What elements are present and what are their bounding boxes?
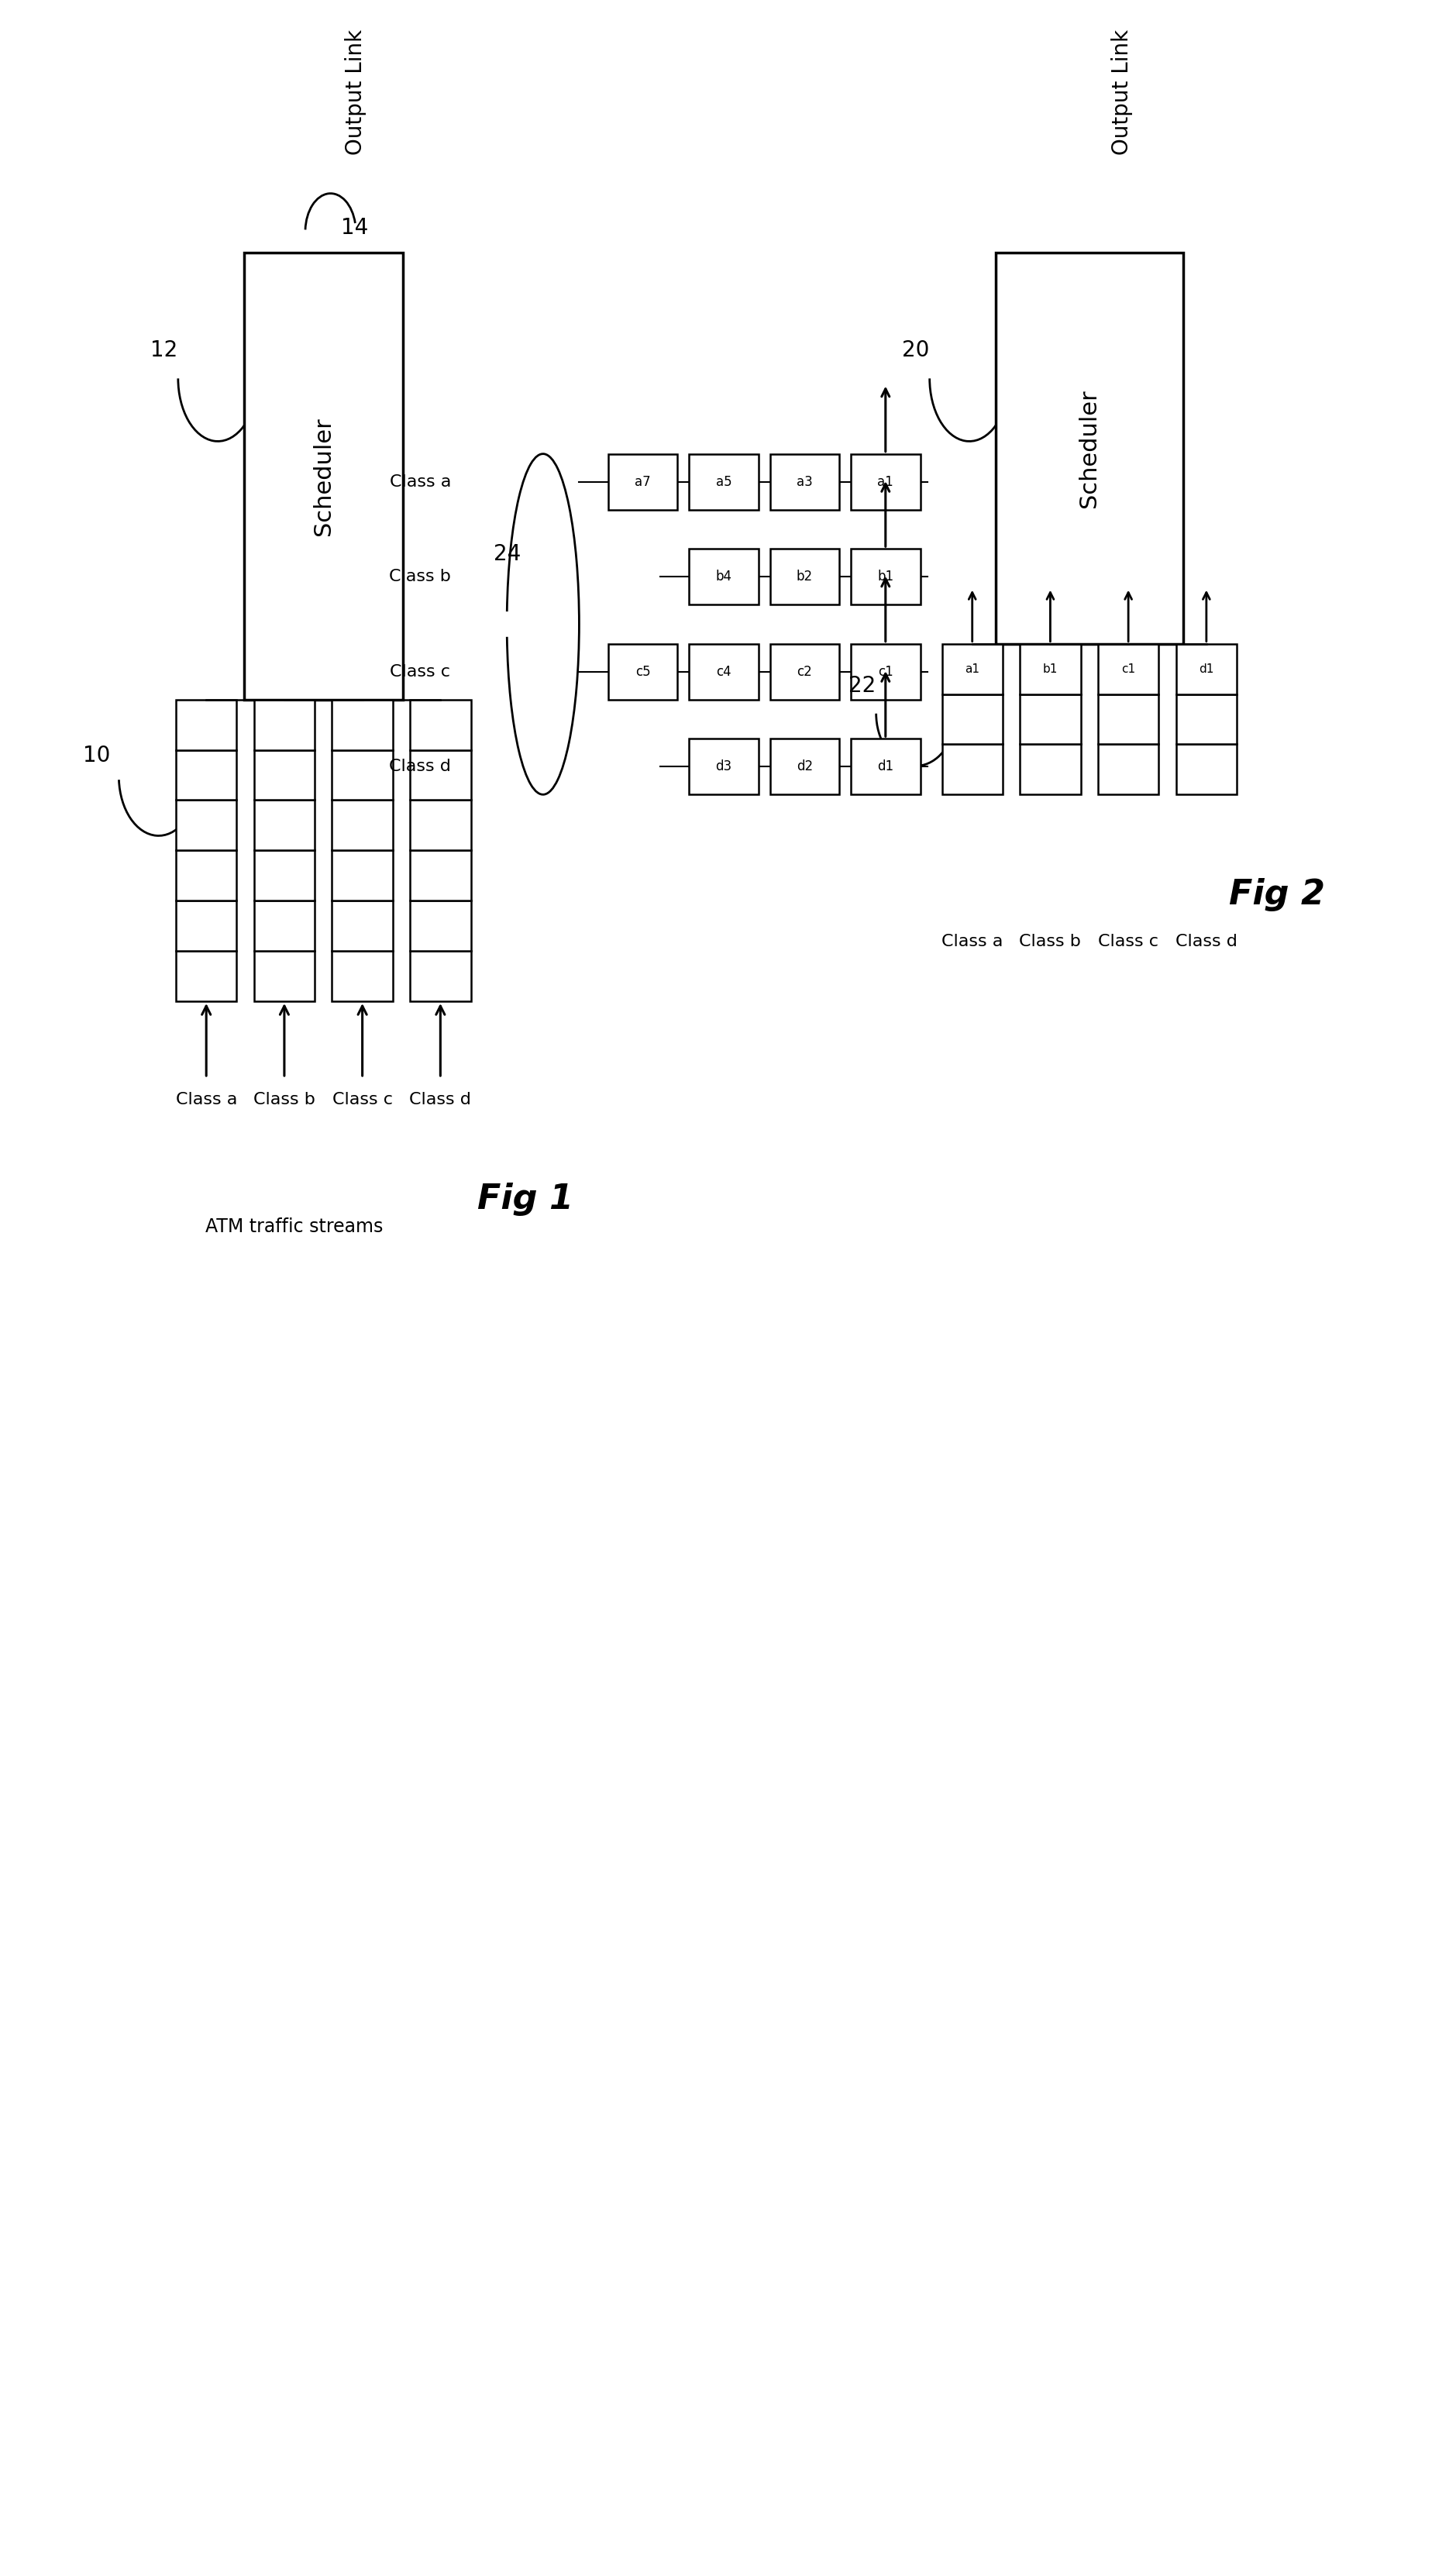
Bar xyxy=(1176,643,1236,694)
Text: c2: c2 xyxy=(796,664,812,679)
Bar xyxy=(243,254,403,699)
Bar xyxy=(1021,643,1080,694)
Text: Class a: Class a xyxy=(176,1091,237,1107)
Bar xyxy=(253,902,314,951)
Text: Class b: Class b xyxy=(1019,935,1082,951)
Text: a7: a7 xyxy=(635,474,651,489)
Bar xyxy=(850,453,920,510)
Text: Scheduler: Scheduler xyxy=(1077,389,1101,507)
Bar xyxy=(609,453,677,510)
Bar xyxy=(942,746,1003,794)
Text: Class b: Class b xyxy=(253,1091,316,1107)
Text: c1: c1 xyxy=(878,664,893,679)
Text: a3: a3 xyxy=(796,474,812,489)
Bar xyxy=(1021,694,1080,746)
Text: Class c: Class c xyxy=(332,1091,393,1107)
Text: 22: 22 xyxy=(849,674,877,697)
Bar xyxy=(253,951,314,1002)
Bar xyxy=(1098,643,1159,694)
Text: Fig 2: Fig 2 xyxy=(1229,879,1325,912)
Text: 14: 14 xyxy=(341,218,368,238)
Text: Class a: Class a xyxy=(942,935,1003,951)
Text: d1: d1 xyxy=(1198,664,1214,674)
Bar xyxy=(176,699,237,751)
Bar xyxy=(1176,694,1236,746)
Bar xyxy=(1098,746,1159,794)
Bar xyxy=(176,751,237,799)
Text: c5: c5 xyxy=(635,664,651,679)
Text: Output Link: Output Link xyxy=(1111,28,1133,156)
Text: Class a: Class a xyxy=(389,474,451,489)
Text: b2: b2 xyxy=(796,569,812,584)
Bar xyxy=(996,254,1184,643)
Bar xyxy=(1021,746,1080,794)
Text: b1: b1 xyxy=(878,569,894,584)
Text: Output Link: Output Link xyxy=(345,28,367,156)
Text: 20: 20 xyxy=(903,341,929,361)
Bar xyxy=(770,738,839,794)
Bar xyxy=(609,643,677,699)
Bar xyxy=(770,453,839,510)
Bar xyxy=(770,548,839,605)
Bar xyxy=(850,738,920,794)
Text: Class d: Class d xyxy=(389,758,451,774)
Bar xyxy=(411,951,470,1002)
Text: 10: 10 xyxy=(83,746,111,766)
Text: Class d: Class d xyxy=(409,1091,472,1107)
Bar xyxy=(332,951,393,1002)
Text: Fig 1: Fig 1 xyxy=(478,1184,574,1217)
Bar xyxy=(332,751,393,799)
Text: a1: a1 xyxy=(965,664,980,674)
Bar xyxy=(332,799,393,851)
Bar xyxy=(411,699,470,751)
Text: c1: c1 xyxy=(1121,664,1136,674)
Text: Scheduler: Scheduler xyxy=(312,418,335,535)
Text: d2: d2 xyxy=(796,761,812,774)
Bar xyxy=(176,902,237,951)
Bar xyxy=(770,643,839,699)
Text: 24: 24 xyxy=(494,543,521,566)
Text: Class b: Class b xyxy=(389,569,451,584)
Bar xyxy=(253,851,314,902)
Bar xyxy=(850,548,920,605)
Bar xyxy=(942,643,1003,694)
Bar xyxy=(176,799,237,851)
Bar xyxy=(1176,746,1236,794)
Bar xyxy=(332,851,393,902)
Text: d3: d3 xyxy=(715,761,732,774)
Bar xyxy=(253,751,314,799)
Text: a1: a1 xyxy=(878,474,894,489)
Bar xyxy=(411,751,470,799)
Bar xyxy=(253,799,314,851)
Bar xyxy=(176,951,237,1002)
Text: Class d: Class d xyxy=(1175,935,1238,951)
Text: b4: b4 xyxy=(715,569,732,584)
Bar xyxy=(689,738,759,794)
Bar xyxy=(850,643,920,699)
Bar xyxy=(332,902,393,951)
Bar xyxy=(411,799,470,851)
Text: b1: b1 xyxy=(1042,664,1059,674)
Text: a5: a5 xyxy=(716,474,732,489)
Text: 12: 12 xyxy=(151,341,178,361)
Text: Class c: Class c xyxy=(1098,935,1159,951)
Bar xyxy=(176,851,237,902)
Bar xyxy=(411,902,470,951)
Text: c4: c4 xyxy=(716,664,731,679)
Bar xyxy=(689,643,759,699)
Bar xyxy=(689,453,759,510)
Bar xyxy=(689,548,759,605)
Text: Class c: Class c xyxy=(390,664,450,679)
Text: d1: d1 xyxy=(878,761,894,774)
Bar xyxy=(332,699,393,751)
Bar xyxy=(1098,694,1159,746)
Text: ATM traffic streams: ATM traffic streams xyxy=(205,1217,383,1237)
Bar xyxy=(942,694,1003,746)
Bar xyxy=(411,851,470,902)
Bar xyxy=(253,699,314,751)
